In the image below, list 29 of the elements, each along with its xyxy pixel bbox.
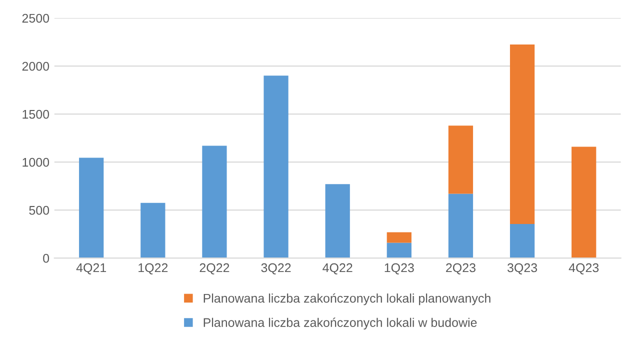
bar xyxy=(140,202,166,258)
bar xyxy=(264,76,288,258)
x-tick-label: 1Q22 xyxy=(138,263,168,274)
x-tick-label: 3Q22 xyxy=(261,263,291,274)
bar xyxy=(386,242,412,258)
x-tick-label: 4Q23 xyxy=(568,263,599,274)
bar xyxy=(325,184,350,258)
y-tick-label: 0 xyxy=(43,254,50,263)
bar xyxy=(202,146,227,258)
bar xyxy=(448,194,474,258)
y-tick-label: 2500 xyxy=(22,14,50,23)
y-tick-label: 500 xyxy=(29,206,50,215)
x-tick-label: 4Q21 xyxy=(76,263,106,274)
y-tick-label: 1000 xyxy=(22,158,50,167)
x-tick-label: 1Q23 xyxy=(384,263,414,274)
legend-label: Planowana liczba zakończonych lokali w budowie xyxy=(204,318,477,330)
y-tick-label: 1500 xyxy=(22,110,50,119)
legend-label: Planowana liczba zakończonych lokali planowanych xyxy=(204,293,490,306)
bar xyxy=(386,232,412,243)
bar xyxy=(510,224,535,258)
bar xyxy=(448,126,474,194)
x-tick-label: 4Q22 xyxy=(322,263,352,274)
bar xyxy=(572,146,596,258)
x-tick-label: 2Q22 xyxy=(200,263,230,274)
bar xyxy=(510,44,535,224)
bar xyxy=(79,158,104,258)
y-tick-label: 2000 xyxy=(22,62,50,71)
x-tick-label: 3Q23 xyxy=(507,263,538,274)
x-tick-label: 2Q23 xyxy=(446,263,476,274)
